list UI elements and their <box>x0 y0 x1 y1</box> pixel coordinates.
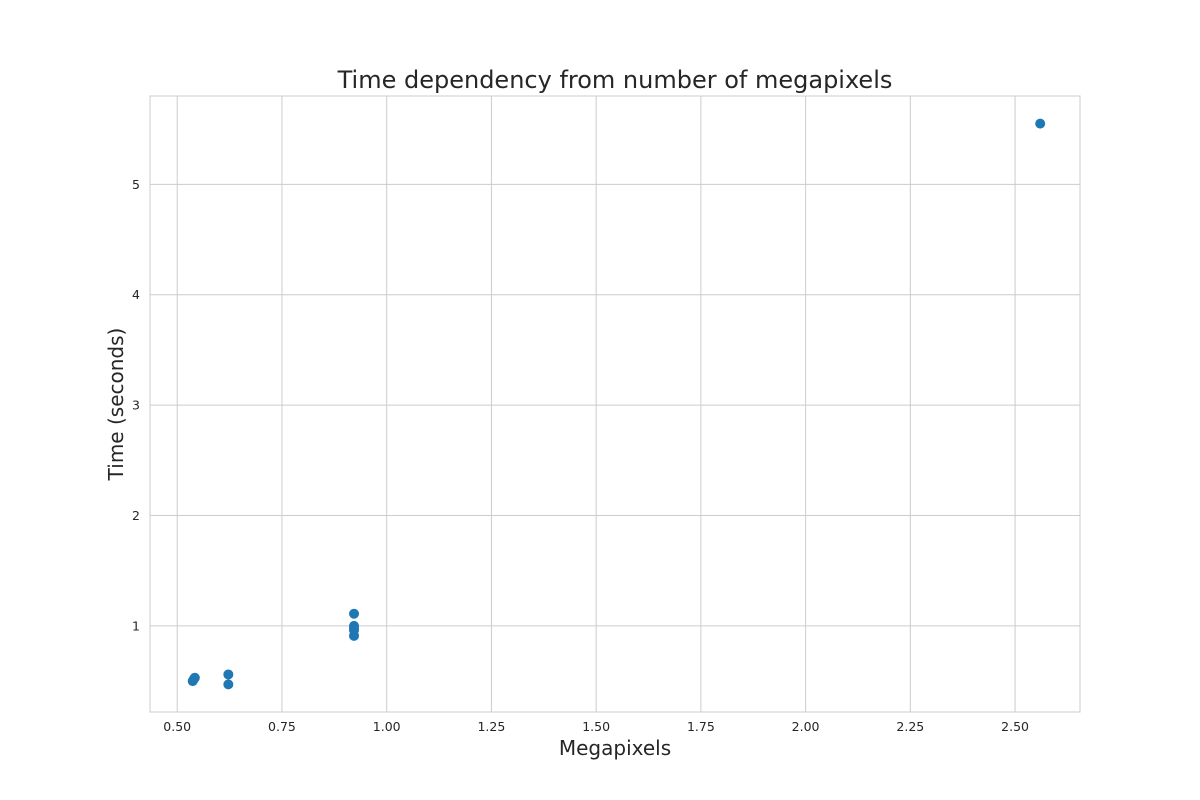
x-axis-ticks: 0.50 0.75 1.00 1.25 1.50 1.75 2.00 2.25 2.50 <box>163 719 1029 734</box>
data-point <box>189 672 200 683</box>
y-tick-label: 5 <box>132 177 140 192</box>
data-point <box>349 608 360 619</box>
data-point <box>223 679 234 690</box>
x-tick-label: 2.00 <box>792 719 820 734</box>
x-tick-label: 2.50 <box>1001 719 1029 734</box>
x-tick-label: 1.50 <box>582 719 610 734</box>
data-point <box>223 669 234 680</box>
data-point <box>349 630 360 641</box>
x-tick-label: 2.25 <box>896 719 924 734</box>
y-axis-ticks: 1 2 3 4 5 <box>132 177 140 634</box>
y-axis-label: Time (seconds) <box>104 328 128 482</box>
y-tick-label: 3 <box>132 398 140 413</box>
data-points <box>187 118 1046 690</box>
chart-title: Time dependency from number of megapixel… <box>337 66 893 94</box>
y-tick-label: 1 <box>132 618 140 633</box>
y-tick-label: 2 <box>132 508 140 523</box>
data-point <box>1035 118 1046 129</box>
x-tick-label: 0.50 <box>163 719 191 734</box>
x-tick-label: 1.00 <box>373 719 401 734</box>
x-axis-label: Megapixels <box>559 736 671 760</box>
plot-frame <box>149 95 1081 713</box>
x-tick-label: 1.75 <box>687 719 715 734</box>
y-tick-label: 4 <box>132 287 140 302</box>
grid <box>150 96 1080 712</box>
x-tick-label: 0.75 <box>268 719 296 734</box>
x-tick-label: 1.25 <box>477 719 505 734</box>
